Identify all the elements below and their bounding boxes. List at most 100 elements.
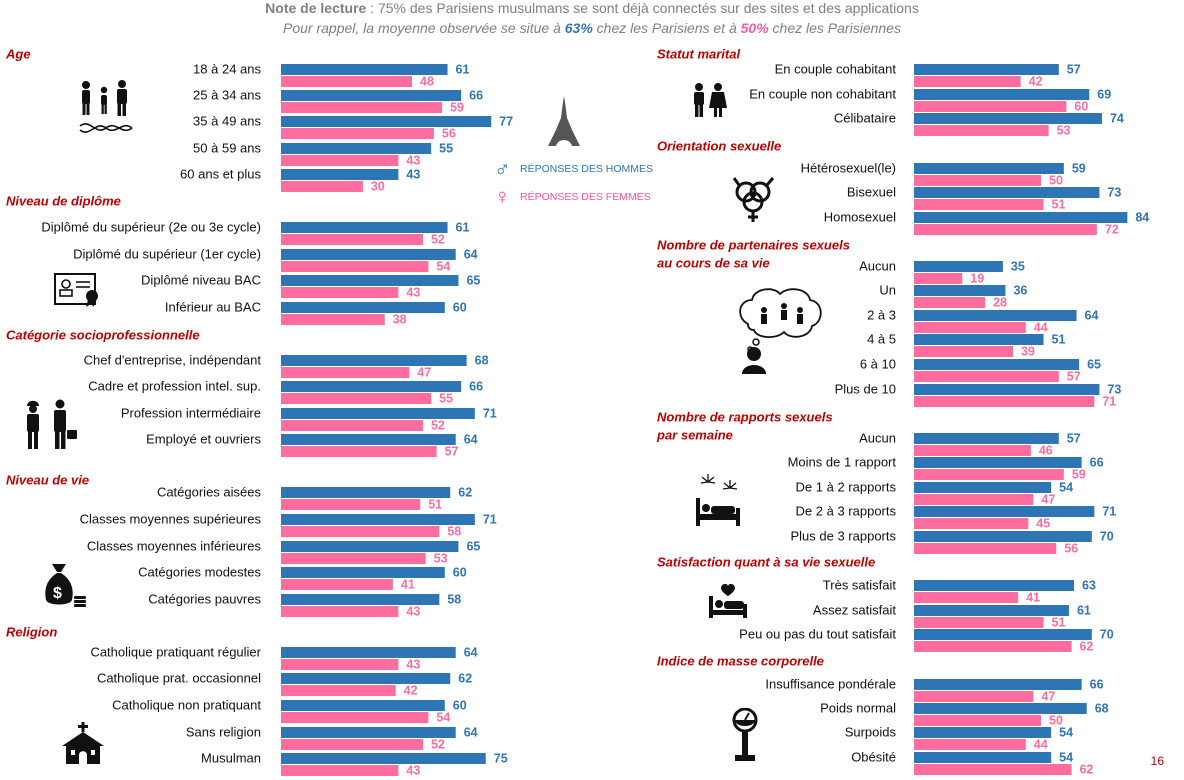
bar-women: [914, 617, 1044, 628]
bar-women: [914, 273, 963, 284]
bar-men: [281, 408, 475, 419]
family-dna-icon: [79, 80, 133, 133]
bar-women: [281, 579, 393, 590]
value-label-men: 60: [453, 300, 467, 314]
bar-women: [914, 199, 1044, 210]
legend-women: ♀ RÉPONSES DES FEMMES: [494, 184, 651, 210]
bar-men: [914, 384, 1100, 395]
bar-women: [914, 543, 1057, 554]
bar-women: [914, 175, 1041, 186]
bar-women: [914, 715, 1041, 726]
bar-women: [281, 102, 443, 113]
bar-women: [914, 641, 1072, 652]
bar-men: [281, 594, 440, 605]
category-label: De 1 à 2 rapports: [796, 479, 897, 494]
value-label-men: 66: [1090, 677, 1104, 691]
bar-women: [914, 224, 1097, 235]
value-label-men: 73: [1107, 382, 1121, 396]
bar-women: [914, 518, 1029, 529]
value-label-men: 62: [458, 485, 472, 499]
category-label: Employé et ouvriers: [146, 431, 261, 446]
value-label-women: 28: [993, 295, 1007, 309]
value-label-men: 51: [1052, 332, 1066, 346]
category-label: Bisexuel: [847, 184, 896, 199]
value-label-men: 43: [406, 167, 420, 181]
value-label-men: 60: [453, 565, 467, 579]
category-label: 2 à 3: [867, 307, 896, 322]
value-label-women: 43: [406, 285, 420, 299]
value-label-women: 47: [417, 365, 431, 379]
bar-women: [914, 691, 1034, 702]
value-label-men: 35: [1011, 259, 1025, 273]
bar-women: [281, 367, 410, 378]
bar-women: [914, 101, 1067, 112]
bar-women: [914, 322, 1026, 333]
value-label-men: 59: [1072, 161, 1086, 175]
value-label-men: 57: [1067, 431, 1081, 445]
category-label: Catégories aisées: [157, 484, 262, 499]
value-label-men: 60: [453, 698, 467, 712]
value-label-women: 58: [447, 524, 461, 538]
bar-men: [914, 506, 1095, 517]
category-label: Très satisfait: [823, 577, 897, 592]
value-label-women: 30: [371, 179, 385, 193]
category-label: Un: [879, 282, 896, 297]
bar-men: [914, 212, 1128, 223]
value-label-women: 38: [393, 312, 407, 326]
category-label: Profession intermédiaire: [121, 405, 261, 420]
value-label-men: 63: [1082, 578, 1096, 592]
bar-men: [281, 727, 456, 738]
bar-women: [281, 765, 399, 776]
gender-symbols-icon: [732, 177, 775, 222]
bar-men: [914, 531, 1092, 542]
value-label-women: 41: [1026, 590, 1040, 604]
bar-men: [281, 647, 456, 658]
value-label-men: 64: [1085, 308, 1099, 322]
bar-women: [281, 76, 413, 87]
bar-women: [914, 739, 1026, 750]
bar-women: [281, 712, 429, 723]
value-label-women: 55: [439, 391, 453, 405]
category-label: Assez satisfait: [813, 602, 896, 617]
bar-women: [281, 181, 363, 192]
bar-men: [281, 673, 451, 684]
value-label-men: 66: [1090, 455, 1104, 469]
bar-women: [281, 393, 432, 404]
bar-women: [914, 76, 1021, 87]
bar-men: [281, 90, 462, 101]
value-label-women: 51: [428, 497, 442, 511]
bar-women: [281, 287, 399, 298]
bar-men: [281, 222, 448, 233]
value-label-men: 57: [1067, 62, 1081, 76]
category-label: 25 à 34 ans: [193, 87, 261, 102]
category-label: 18 à 24 ans: [193, 61, 261, 76]
category-label: Chef d'entreprise, indépendant: [84, 352, 262, 367]
category-label: Obésité: [851, 749, 896, 764]
bar-women: [281, 739, 423, 750]
bar-men: [281, 355, 467, 366]
couple-icon: [694, 83, 727, 117]
bar-women: [281, 685, 396, 696]
value-label-women: 48: [420, 74, 434, 88]
category-label: Catholique prat. occasionnel: [97, 670, 261, 685]
value-label-women: 43: [406, 153, 420, 167]
category-label: 6 à 10: [860, 356, 896, 371]
value-label-men: 58: [447, 592, 461, 606]
bar-women: [281, 553, 426, 564]
bar-women: [281, 261, 429, 272]
value-label-men: 70: [1100, 529, 1114, 543]
bar-women: [281, 155, 399, 166]
category-label: Surpoids: [845, 724, 897, 739]
value-label-women: 50: [1049, 173, 1063, 187]
category-label: Plus de 10: [835, 381, 896, 396]
value-label-women: 51: [1052, 197, 1066, 211]
bar-women: [914, 592, 1019, 603]
bed-fireworks-icon: [696, 474, 740, 526]
value-label-women: 56: [1064, 541, 1078, 555]
bar-men: [914, 703, 1087, 714]
category-label: 60 ans et plus: [180, 166, 261, 181]
value-label-women: 42: [1029, 74, 1043, 88]
bar-women: [281, 526, 440, 537]
bar-men: [914, 261, 1003, 272]
